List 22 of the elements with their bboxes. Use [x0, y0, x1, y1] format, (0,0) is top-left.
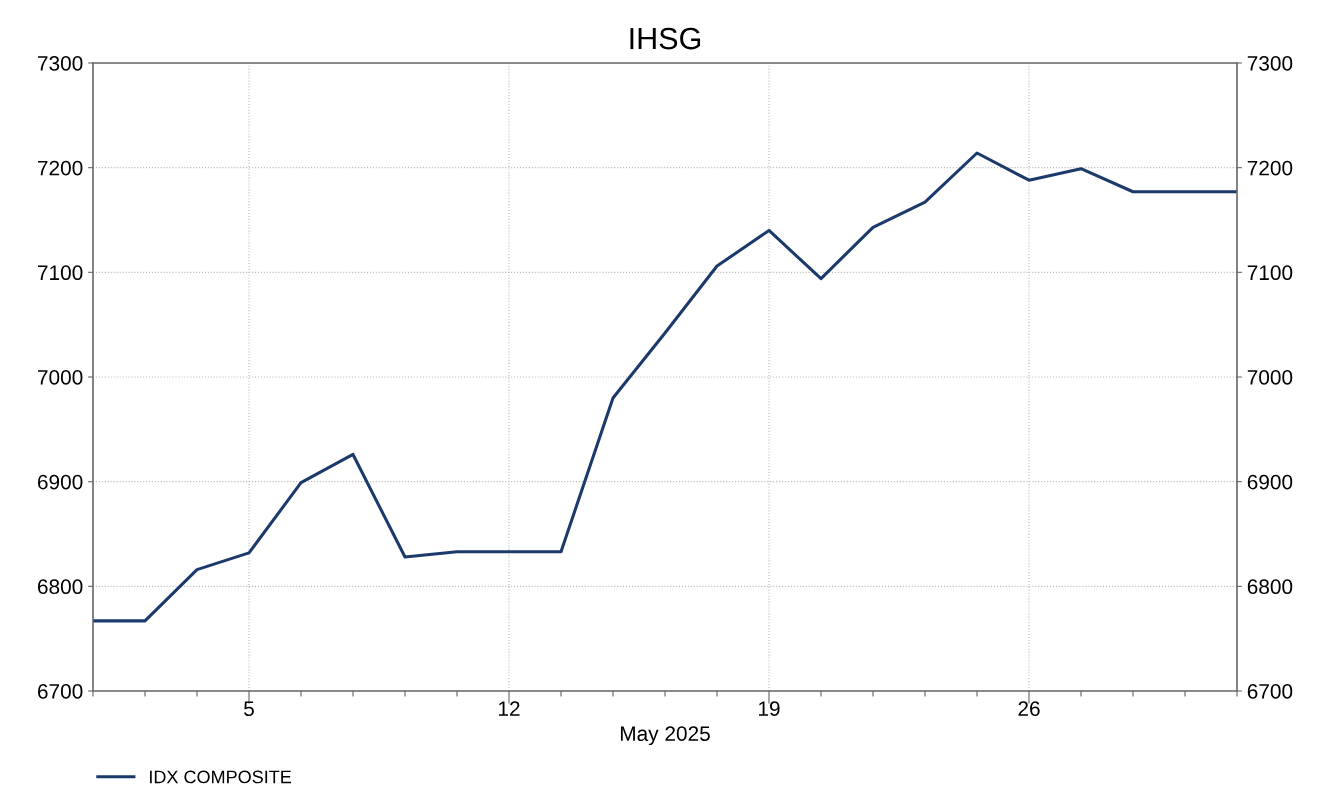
y2-tick-label: 7300	[1247, 56, 1293, 71]
x-tick-label: 12	[499, 701, 520, 716]
x-tick-label: 26	[1018, 701, 1040, 717]
x-axis-title: May 2025	[620, 726, 710, 746]
y-tick-label: 7000	[38, 370, 83, 385]
y2-tick-label: 6900	[1247, 474, 1293, 490]
chart-title: IHSG	[630, 27, 701, 50]
y-tick-label: 6800	[37, 579, 83, 595]
x-tick-label: 19	[759, 701, 780, 717]
y2-tick-label: 7200	[1247, 160, 1293, 176]
y-tick-label: 7200	[38, 160, 83, 176]
legend-label: IDX COMPOSITE	[150, 770, 292, 784]
y2-tick-label: 7100	[1247, 265, 1293, 281]
y-tick-label: 7100	[38, 265, 83, 281]
y2-tick-label: 7000	[1247, 370, 1293, 385]
y-tick-label: 6700	[37, 684, 83, 699]
y-tick-label: 7300	[38, 56, 83, 71]
y-tick-label: 6900	[37, 474, 83, 490]
line-series	[93, 151, 1237, 623]
y2-tick-label: 6800	[1247, 579, 1293, 595]
x-tick-label: 5	[244, 701, 254, 717]
y2-tick-label: 6700	[1247, 684, 1293, 699]
